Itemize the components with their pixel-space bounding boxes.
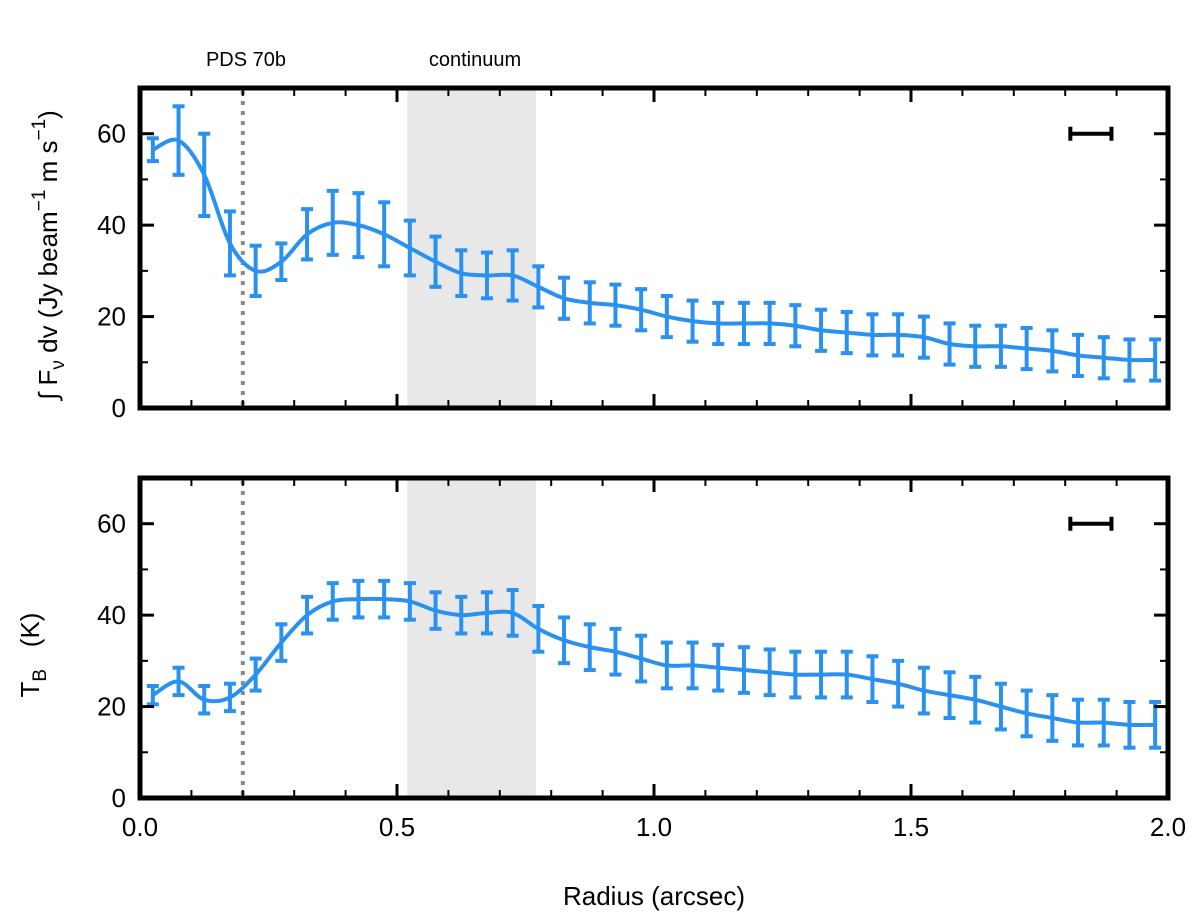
top-y-tick-label: 40 — [97, 210, 126, 240]
bottom-panel: 0 20 40 60 0.0 0.5 1.0 1.5 2.0 — [97, 475, 1186, 842]
bottom-y-tick-label: 60 — [97, 509, 126, 539]
top-panel: 0 20 40 60 — [97, 85, 1171, 423]
bottom-continuum-shade — [407, 478, 536, 798]
top-y-tick-label: 0 — [112, 393, 126, 423]
top-series-line — [150, 137, 1158, 363]
bottom-y-tick-label: 0 — [112, 783, 126, 813]
planet-label: PDS 70b — [206, 49, 286, 71]
bottom-axes-frame — [137, 475, 1171, 801]
bottom-y-tick-label: 20 — [97, 692, 126, 722]
x-axis-title: Radius (arcsec) — [563, 881, 745, 911]
bottom-x-tick-label: 0.0 — [122, 812, 158, 842]
bottom-x-tick-label: 0.5 — [379, 812, 415, 842]
top-y-tick-label: 20 — [97, 302, 126, 332]
bottom-series-line — [150, 596, 1158, 728]
top-y-axis-title: ∫ Fν dv (Jy beam−1 m s−1) — [29, 110, 69, 402]
bottom-x-tick-label: 2.0 — [1150, 812, 1186, 842]
bottom-y-tick-label: 40 — [97, 600, 126, 630]
bottom-y-axis-title: TB (K) — [15, 613, 51, 698]
top-axes-frame — [137, 85, 1171, 411]
continuum-label: continuum — [429, 49, 521, 71]
top-continuum-shade — [407, 88, 536, 408]
bottom-x-tick-label: 1.5 — [893, 812, 929, 842]
top-y-tick-label: 60 — [97, 119, 126, 149]
bottom-x-tick-label: 1.0 — [636, 812, 672, 842]
